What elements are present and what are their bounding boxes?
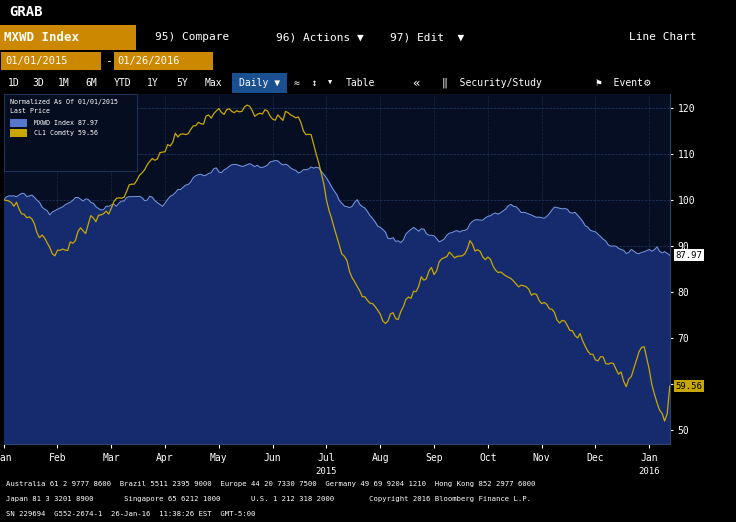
Text: Australia 61 2 9777 8600  Brazil 5511 2395 9000  Europe 44 20 7330 7500  Germany: Australia 61 2 9777 8600 Brazil 5511 239… [6, 481, 535, 487]
Text: GRAB: GRAB [9, 6, 43, 19]
Text: 95) Compare: 95) Compare [155, 32, 229, 42]
Text: YTD: YTD [114, 78, 132, 88]
Text: 96) Actions ▼: 96) Actions ▼ [276, 32, 364, 42]
Text: MXWD Index: MXWD Index [4, 31, 79, 44]
Text: ⚙: ⚙ [644, 78, 651, 88]
Text: 1M: 1M [57, 78, 69, 88]
FancyBboxPatch shape [10, 118, 27, 127]
Text: SN 229694  G552-2674-1  26-Jan-16  11:38:26 EST  GMT-5:00: SN 229694 G552-2674-1 26-Jan-16 11:38:26… [6, 512, 255, 517]
Text: ≈  ↕: ≈ ↕ [294, 78, 318, 88]
FancyBboxPatch shape [232, 73, 287, 93]
Text: 5Y: 5Y [177, 78, 188, 88]
Text: 6M: 6M [85, 78, 97, 88]
Text: Last Price: Last Price [10, 108, 50, 114]
Text: Max: Max [205, 78, 222, 88]
Text: Daily ▼: Daily ▼ [238, 78, 280, 88]
Text: ‖  Security/Study: ‖ Security/Study [442, 78, 542, 88]
Text: 01/01/2015: 01/01/2015 [5, 56, 68, 66]
Text: 59.56: 59.56 [676, 382, 702, 390]
Text: MXWD Index 87.97: MXWD Index 87.97 [34, 120, 98, 126]
FancyBboxPatch shape [4, 94, 137, 171]
FancyBboxPatch shape [1, 52, 101, 70]
Text: «: « [412, 77, 420, 89]
FancyBboxPatch shape [0, 25, 136, 50]
Text: 2016: 2016 [639, 467, 660, 476]
Text: ⚑  Event: ⚑ Event [596, 78, 643, 88]
Text: 1Y: 1Y [147, 78, 159, 88]
Text: CL1 Comdty 59.56: CL1 Comdty 59.56 [34, 130, 98, 136]
Text: 1D: 1D [7, 78, 19, 88]
FancyBboxPatch shape [10, 128, 27, 137]
Text: ▼: ▼ [328, 80, 332, 86]
Text: Line Chart: Line Chart [629, 32, 697, 42]
FancyBboxPatch shape [114, 52, 213, 70]
Text: 87.97: 87.97 [676, 251, 702, 260]
Text: 3D: 3D [32, 78, 44, 88]
Text: Normalized As Of 01/01/2015: Normalized As Of 01/01/2015 [10, 99, 118, 105]
Text: 01/26/2016: 01/26/2016 [118, 56, 180, 66]
Text: Japan 81 3 3201 8900       Singapore 65 6212 1000       U.S. 1 212 318 2000     : Japan 81 3 3201 8900 Singapore 65 6212 1… [6, 496, 531, 502]
Text: 97) Edit  ▼: 97) Edit ▼ [390, 32, 464, 42]
Text: Table: Table [346, 78, 375, 88]
Text: -: - [105, 56, 112, 66]
Text: 2015: 2015 [316, 467, 337, 476]
